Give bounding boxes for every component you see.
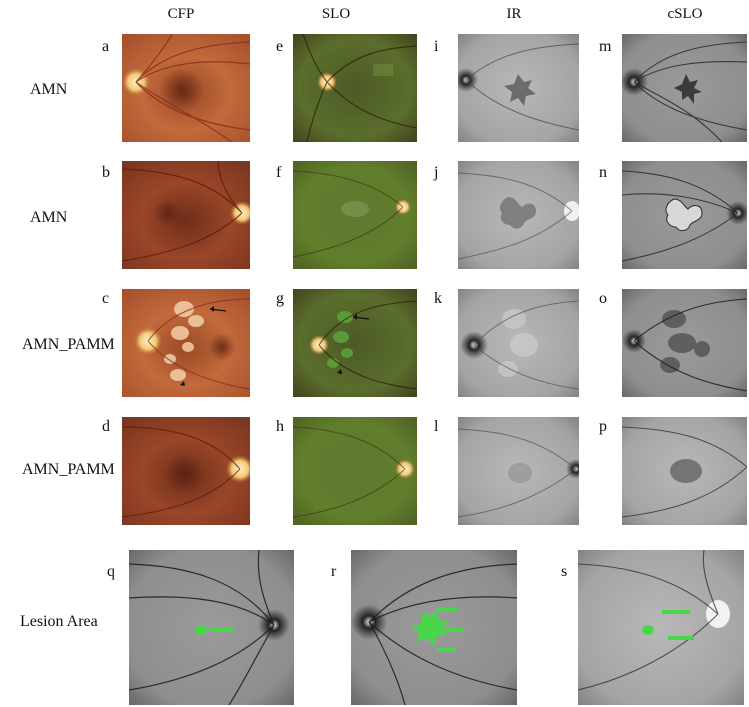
panel-letter-r: r [331,563,337,580]
fundus-image-b [122,161,250,269]
slo-image-f [293,161,417,269]
cslo-image-n [622,161,747,269]
ir-image-j [458,161,579,269]
ir-image-i [458,34,579,142]
lesion-image-s [578,550,744,705]
panel-letter-e: e [276,38,284,55]
ir-image-l [458,417,579,525]
panel-letter-a: a [102,38,110,55]
row-label-1: AMN [30,81,68,98]
col-header-cfp: CFP [167,6,195,22]
panel-letter-k: k [434,290,442,307]
cslo-image-p [622,417,747,525]
col-header-cslo: cSLO [667,6,703,22]
col-header-slo: SLO [321,6,351,22]
slo-image-h [293,417,417,525]
cslo-image-o [622,289,747,397]
lesion-image-q [129,550,294,705]
panel-letter-f: f [276,164,282,181]
row-label-3: AMN_PAMM [22,336,115,353]
cslo-image-m [622,34,747,142]
row-label-2: AMN [30,209,68,226]
panel-letter-h: h [276,418,284,435]
panel-letter-n: n [599,164,607,181]
panel-letter-c: c [102,290,110,307]
fundus-image-c [122,289,250,397]
slo-image-e [293,34,417,142]
col-header-ir: IR [506,6,522,22]
panel-letter-s: s [561,563,568,580]
ir-image-k [458,289,579,397]
panel-letter-l: l [434,418,439,435]
row-label-4: AMN_PAMM [22,461,115,478]
fundus-image-d [122,417,250,525]
slo-image-g [293,289,417,397]
panel-letter-d: d [102,418,110,435]
panel-letter-j: j [434,164,439,181]
fundus-image-a [122,34,250,142]
panel-letter-i: i [434,38,439,55]
panel-letter-m: m [599,38,612,55]
panel-letter-g: g [276,290,284,307]
row-label-lesion: Lesion Area [20,613,98,630]
lesion-image-r [351,550,517,705]
panel-letter-b: b [102,164,110,181]
panel-letter-q: q [107,563,115,580]
panel-letter-o: o [599,290,607,307]
panel-letter-p: p [599,418,607,435]
